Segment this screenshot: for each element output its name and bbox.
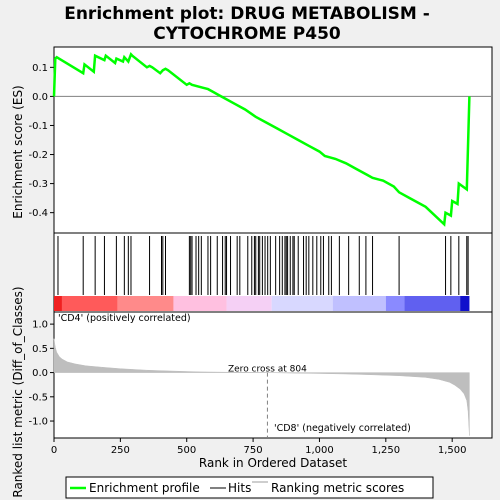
x-tick-label: 750 — [244, 445, 263, 456]
ranking-colorbar — [54, 296, 470, 311]
es-y-tick-label: -0.4 — [28, 208, 48, 219]
negative-class-label: 'CD8' (negatively correlated) — [274, 423, 411, 434]
es-y-axis-label: Enrichment score (ES) — [11, 85, 25, 218]
colorbar-segment — [173, 296, 227, 311]
chart-title-line1: Enrichment plot: DRUG METABOLISM - — [64, 4, 430, 24]
ranked-y-axis-label: Ranked list metric (Diff_of_Classes) — [11, 286, 25, 497]
ranked-y-tick-label: 1.0 — [32, 320, 48, 331]
colorbar-segment — [385, 296, 405, 311]
x-tick-label: 250 — [111, 445, 130, 456]
colorbar-segment — [54, 296, 62, 311]
colorbar-segment — [226, 296, 272, 311]
x-tick-label: 0 — [51, 445, 57, 456]
es-y-ticks: 0.1 0.0 -0.1 -0.2 -0.3 -0.4 — [28, 63, 54, 219]
colorbar-segment — [404, 296, 461, 311]
legend-ranking-label: Ranking metric scores — [271, 481, 404, 495]
ranked-y-tick-label: 0.5 — [32, 344, 48, 355]
ranked-y-tick-label: -0.5 — [28, 392, 48, 403]
x-axis-ticks: 0 250 500 750 1,000 1,250 1,500 — [51, 438, 467, 456]
x-tick-label: 1,250 — [371, 445, 400, 456]
colorbar-segment — [332, 296, 386, 311]
hit-marks — [57, 236, 469, 295]
enrichment-profile-line — [52, 51, 471, 227]
es-y-tick-label: -0.3 — [28, 179, 48, 190]
legend-hits-label: Hits — [228, 481, 251, 495]
colorbar-segment — [61, 296, 118, 311]
ranked-y-tick-label: 0.0 — [32, 368, 48, 379]
ranked-y-tick-label: -1.0 — [28, 417, 48, 428]
colorbar-segment — [117, 296, 174, 311]
positive-class-label: 'CD4' (positively correlated) — [58, 313, 191, 324]
es-y-tick-label: -0.2 — [28, 150, 48, 161]
zero-cross-label: Zero cross at 804 — [228, 365, 307, 375]
x-axis-label: Rank in Ordered Dataset — [199, 456, 347, 470]
colorbar-segment — [460, 296, 470, 311]
legend-box — [65, 476, 434, 499]
x-tick-label: 1,000 — [305, 445, 334, 456]
colorbar-segment — [271, 296, 333, 311]
es-y-tick-label: -0.1 — [28, 121, 48, 132]
es-y-tick-label: 0.1 — [32, 63, 48, 74]
ranked-y-ticks: 1.0 0.5 0.0 -0.5 -1.0 — [28, 320, 54, 428]
es-panel-frame — [53, 46, 493, 234]
chart-title-line2: CYTOCHROME P450 — [153, 24, 341, 44]
es-y-tick-label: 0.0 — [32, 92, 48, 103]
x-tick-label: 500 — [177, 445, 196, 456]
x-tick-label: 1,500 — [438, 445, 467, 456]
legend-enrichment-profile-label: Enrichment profile — [89, 481, 200, 495]
